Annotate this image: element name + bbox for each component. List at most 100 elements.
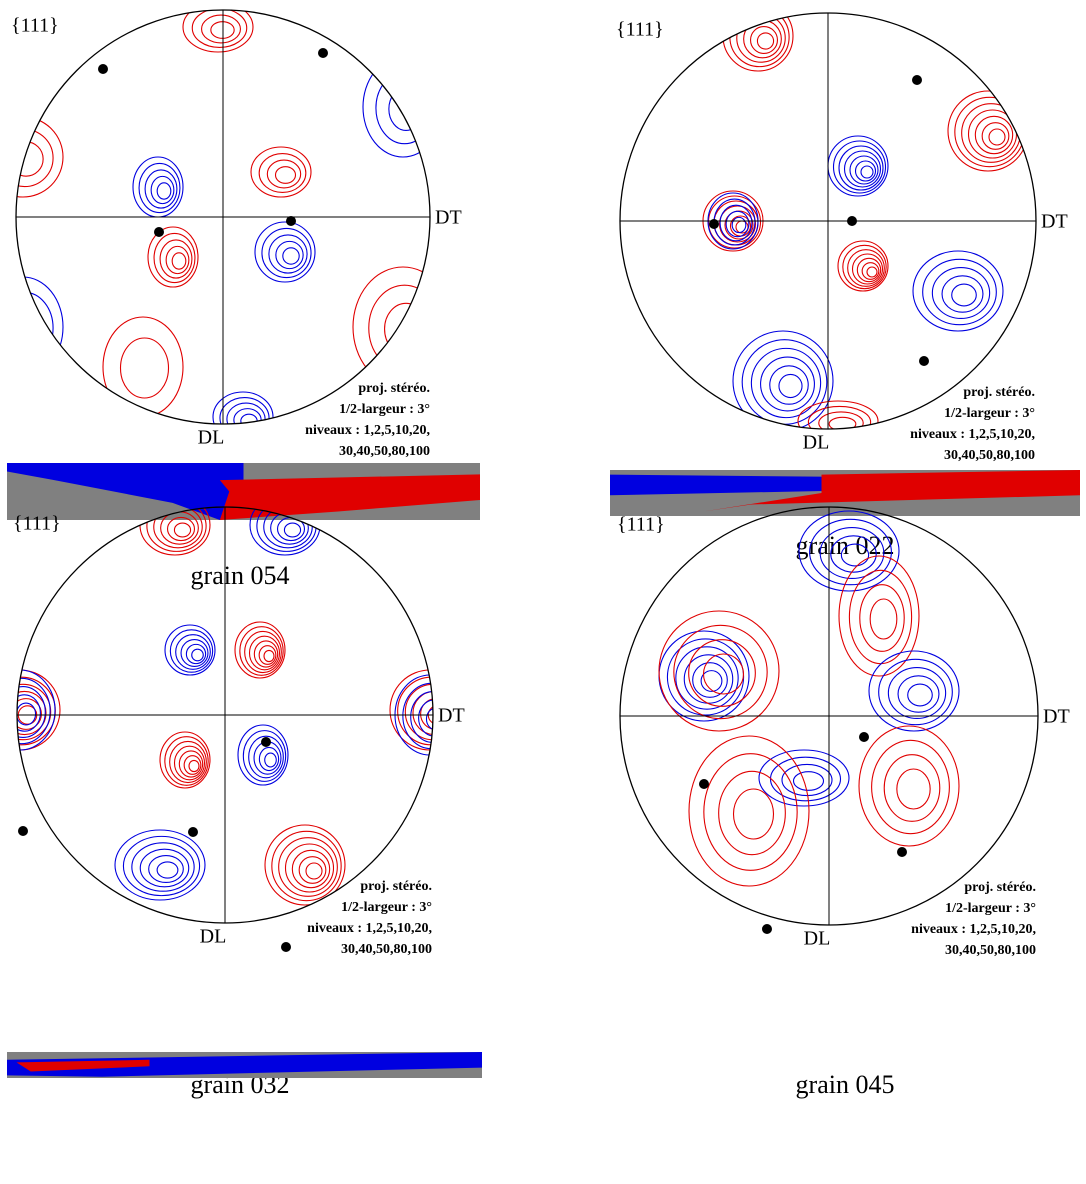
contour <box>264 824 346 906</box>
contour <box>131 842 195 892</box>
pole-figure: {111} DT DL proj. stéréo. 1/2-largeur : 3° ni… <box>7 506 482 1099</box>
contour <box>171 252 187 270</box>
contour <box>159 239 193 279</box>
contour <box>896 768 931 810</box>
contour <box>188 759 200 773</box>
contour <box>261 227 312 279</box>
contour <box>153 232 196 284</box>
contour <box>861 262 880 280</box>
contour <box>847 249 885 287</box>
contour <box>17 690 47 736</box>
legend-text: 1/2-largeur : 3° <box>341 900 432 915</box>
contour <box>173 745 206 781</box>
pole-dot <box>318 48 328 58</box>
contour <box>275 240 304 270</box>
contour <box>234 621 286 679</box>
pole-figure: {111} DT DL proj. stéréo. 1/2-largeur : 3° ni… <box>610 12 1080 560</box>
contour <box>838 555 920 677</box>
contour <box>274 166 297 184</box>
grain-map-region <box>704 470 1080 512</box>
contour <box>182 10 254 53</box>
contour <box>743 19 782 59</box>
contour <box>102 316 184 418</box>
pole-dot <box>912 75 922 85</box>
contour <box>159 731 211 789</box>
contour <box>219 396 270 424</box>
contour <box>756 32 775 50</box>
pole-figure: {111} DT DL proj. stéréo. 1/2-largeur : 3° ni… <box>7 9 480 590</box>
pole-dot <box>281 942 291 952</box>
contour <box>16 141 44 177</box>
contour <box>178 750 204 778</box>
contour <box>239 626 284 676</box>
pole-figure: {111} DT DL proj. stéréo. 1/2-largeur : 3° ni… <box>617 506 1070 1099</box>
legend-text: 1/2-largeur : 3° <box>944 406 1035 421</box>
contour <box>298 856 327 884</box>
contour <box>630 59 669 85</box>
contour <box>201 14 241 44</box>
contour <box>769 756 842 802</box>
grain-map-region <box>7 463 244 520</box>
contour <box>828 416 857 429</box>
caption: grain 045 <box>796 1070 895 1099</box>
contour <box>907 683 933 707</box>
contour <box>760 356 815 412</box>
contour <box>191 10 248 48</box>
contour <box>114 829 206 901</box>
contour <box>368 284 430 372</box>
grain-map-region <box>16 1059 150 1072</box>
contour <box>798 510 900 592</box>
legend-text: 30,40,50,80,100 <box>944 448 1035 463</box>
contours <box>658 510 960 887</box>
contour <box>191 648 204 662</box>
contour <box>871 739 950 835</box>
pole-dot <box>98 64 108 74</box>
legend-text: niveaux : 1,2,5,10,20, <box>307 921 432 936</box>
legend-text: proj. stéréo. <box>360 879 432 894</box>
figure-label: {111} <box>617 514 665 536</box>
contour <box>16 128 54 188</box>
pole-dot <box>847 216 857 226</box>
contour <box>832 140 887 194</box>
axis-label: DT <box>435 207 462 229</box>
contour <box>305 862 323 880</box>
axis-label: DT <box>1041 211 1068 233</box>
legend-text: 1/2-largeur : 3° <box>339 402 430 417</box>
pole-dot <box>709 219 719 229</box>
contour <box>769 365 809 405</box>
contour <box>169 740 207 784</box>
contour <box>263 649 275 663</box>
axis-label: DT <box>438 705 465 727</box>
contour <box>263 507 313 549</box>
contour <box>731 216 747 234</box>
contour <box>264 752 277 768</box>
contour <box>827 135 889 197</box>
contour <box>931 266 991 320</box>
contour <box>837 240 889 292</box>
contour <box>253 640 279 668</box>
contour <box>17 669 56 751</box>
contours <box>17 507 433 906</box>
contour <box>688 639 756 707</box>
contour <box>242 730 287 782</box>
contour <box>144 169 178 209</box>
contour <box>250 146 312 198</box>
figure-label: {111} <box>616 19 664 41</box>
contour <box>384 302 428 356</box>
contour <box>838 145 884 191</box>
legend-text: niveaux : 1,2,5,10,20, <box>911 922 1036 937</box>
figure-label: {111} <box>11 15 59 37</box>
contour <box>266 159 302 189</box>
grain-map-region <box>610 474 845 496</box>
pole-dot <box>286 216 296 226</box>
contour <box>725 210 750 238</box>
contour <box>951 283 977 307</box>
caption: grain 054 <box>191 561 290 590</box>
axis-label: DT <box>1043 706 1070 728</box>
contour <box>842 244 887 290</box>
contour <box>271 830 342 902</box>
contour <box>254 221 316 283</box>
contour <box>840 543 870 567</box>
contour <box>173 522 192 538</box>
